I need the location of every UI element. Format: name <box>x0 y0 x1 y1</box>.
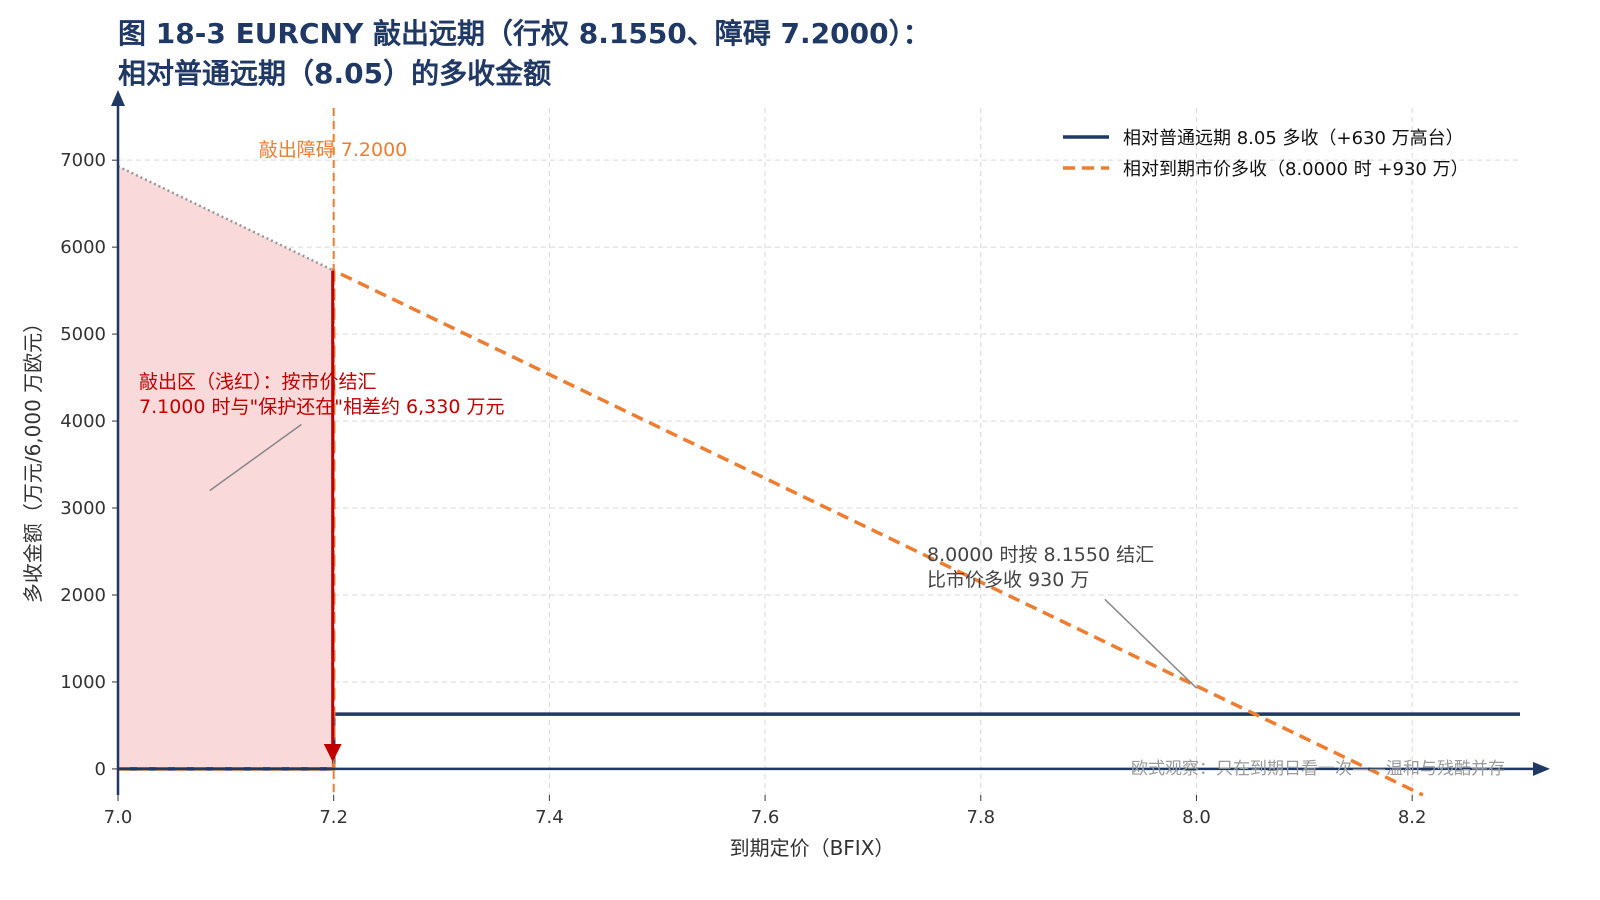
y-tick-label: 1000 <box>60 672 106 693</box>
watermark: 欧式观察：只在到期日看一次——温和与残酷并存 <box>1131 759 1505 779</box>
axes-layer <box>111 90 1550 795</box>
x-tick-label: 7.4 <box>535 807 564 828</box>
at8-annotation-line2: 比市价多收 930 万 <box>927 569 1089 591</box>
x-tick-label: 7.2 <box>319 807 348 828</box>
y-tick-label: 5000 <box>60 324 106 345</box>
annotation-pointer-at8 <box>1104 598 1197 689</box>
ticks-layer: 7.0 7.2 7.4 7.6 7.8 8.0 8.2 0 1000 2000 3000 4000 50… <box>60 150 1426 828</box>
y-axis-label: 多收金额（万元/6,000 万欧元） <box>21 313 45 603</box>
annotations-layer <box>209 423 1197 689</box>
at8-annotation-line1: 8.0000 时按 8.1550 结汇 <box>927 544 1154 566</box>
x-tick-label: 7.8 <box>966 807 995 828</box>
x-tick-label: 7.6 <box>751 807 780 828</box>
chart-title: 图 18-3 EURCNY 敲出远期（行权 8.1550、障碍 7.2000）：… <box>118 14 931 94</box>
y-tick-label: 2000 <box>60 585 106 606</box>
x-axis-arrow <box>1533 761 1550 776</box>
y-tick-label: 6000 <box>60 237 106 258</box>
legend-label-vs-market: 相对到期市价多收（8.0000 时 +930 万） <box>1123 159 1469 180</box>
knockout-annotation-line2: 7.1000 时与"保护还在"相差约 6,330 万元 <box>139 396 504 418</box>
y-tick-label: 3000 <box>60 498 106 519</box>
knockout-annotation-line1: 敲出区（浅红）：按市价结汇 <box>139 371 377 393</box>
y-axis-arrow <box>111 90 125 106</box>
knockout-region-layer <box>117 165 335 769</box>
annotation-pointer-knockout <box>209 423 302 492</box>
barrier-label: 敲出障碍 7.2000 <box>259 139 408 161</box>
chart-title-line2: 相对普通远期（8.05）的多收金额 <box>118 57 552 90</box>
x-tick-label: 8.2 <box>1398 807 1427 828</box>
x-tick-label: 7.0 <box>104 807 133 828</box>
y-tick-label: 7000 <box>60 150 106 171</box>
legend-label-vs-forward: 相对普通远期 8.05 多收（+630 万高台） <box>1123 128 1464 149</box>
x-tick-label: 8.0 <box>1182 807 1211 828</box>
y-tick-label: 4000 <box>60 411 106 432</box>
x-axis-label: 到期定价（BFIX） <box>730 836 895 860</box>
legend: 相对普通远期 8.05 多收（+630 万高台） 相对到期市价多收（8.0000 … <box>1063 128 1469 180</box>
chart-title-line1: 图 18-3 EURCNY 敲出远期（行权 8.1550、障碍 7.2000）： <box>118 17 931 50</box>
knockout-region <box>118 166 334 769</box>
y-tick-label: 0 <box>95 759 106 780</box>
